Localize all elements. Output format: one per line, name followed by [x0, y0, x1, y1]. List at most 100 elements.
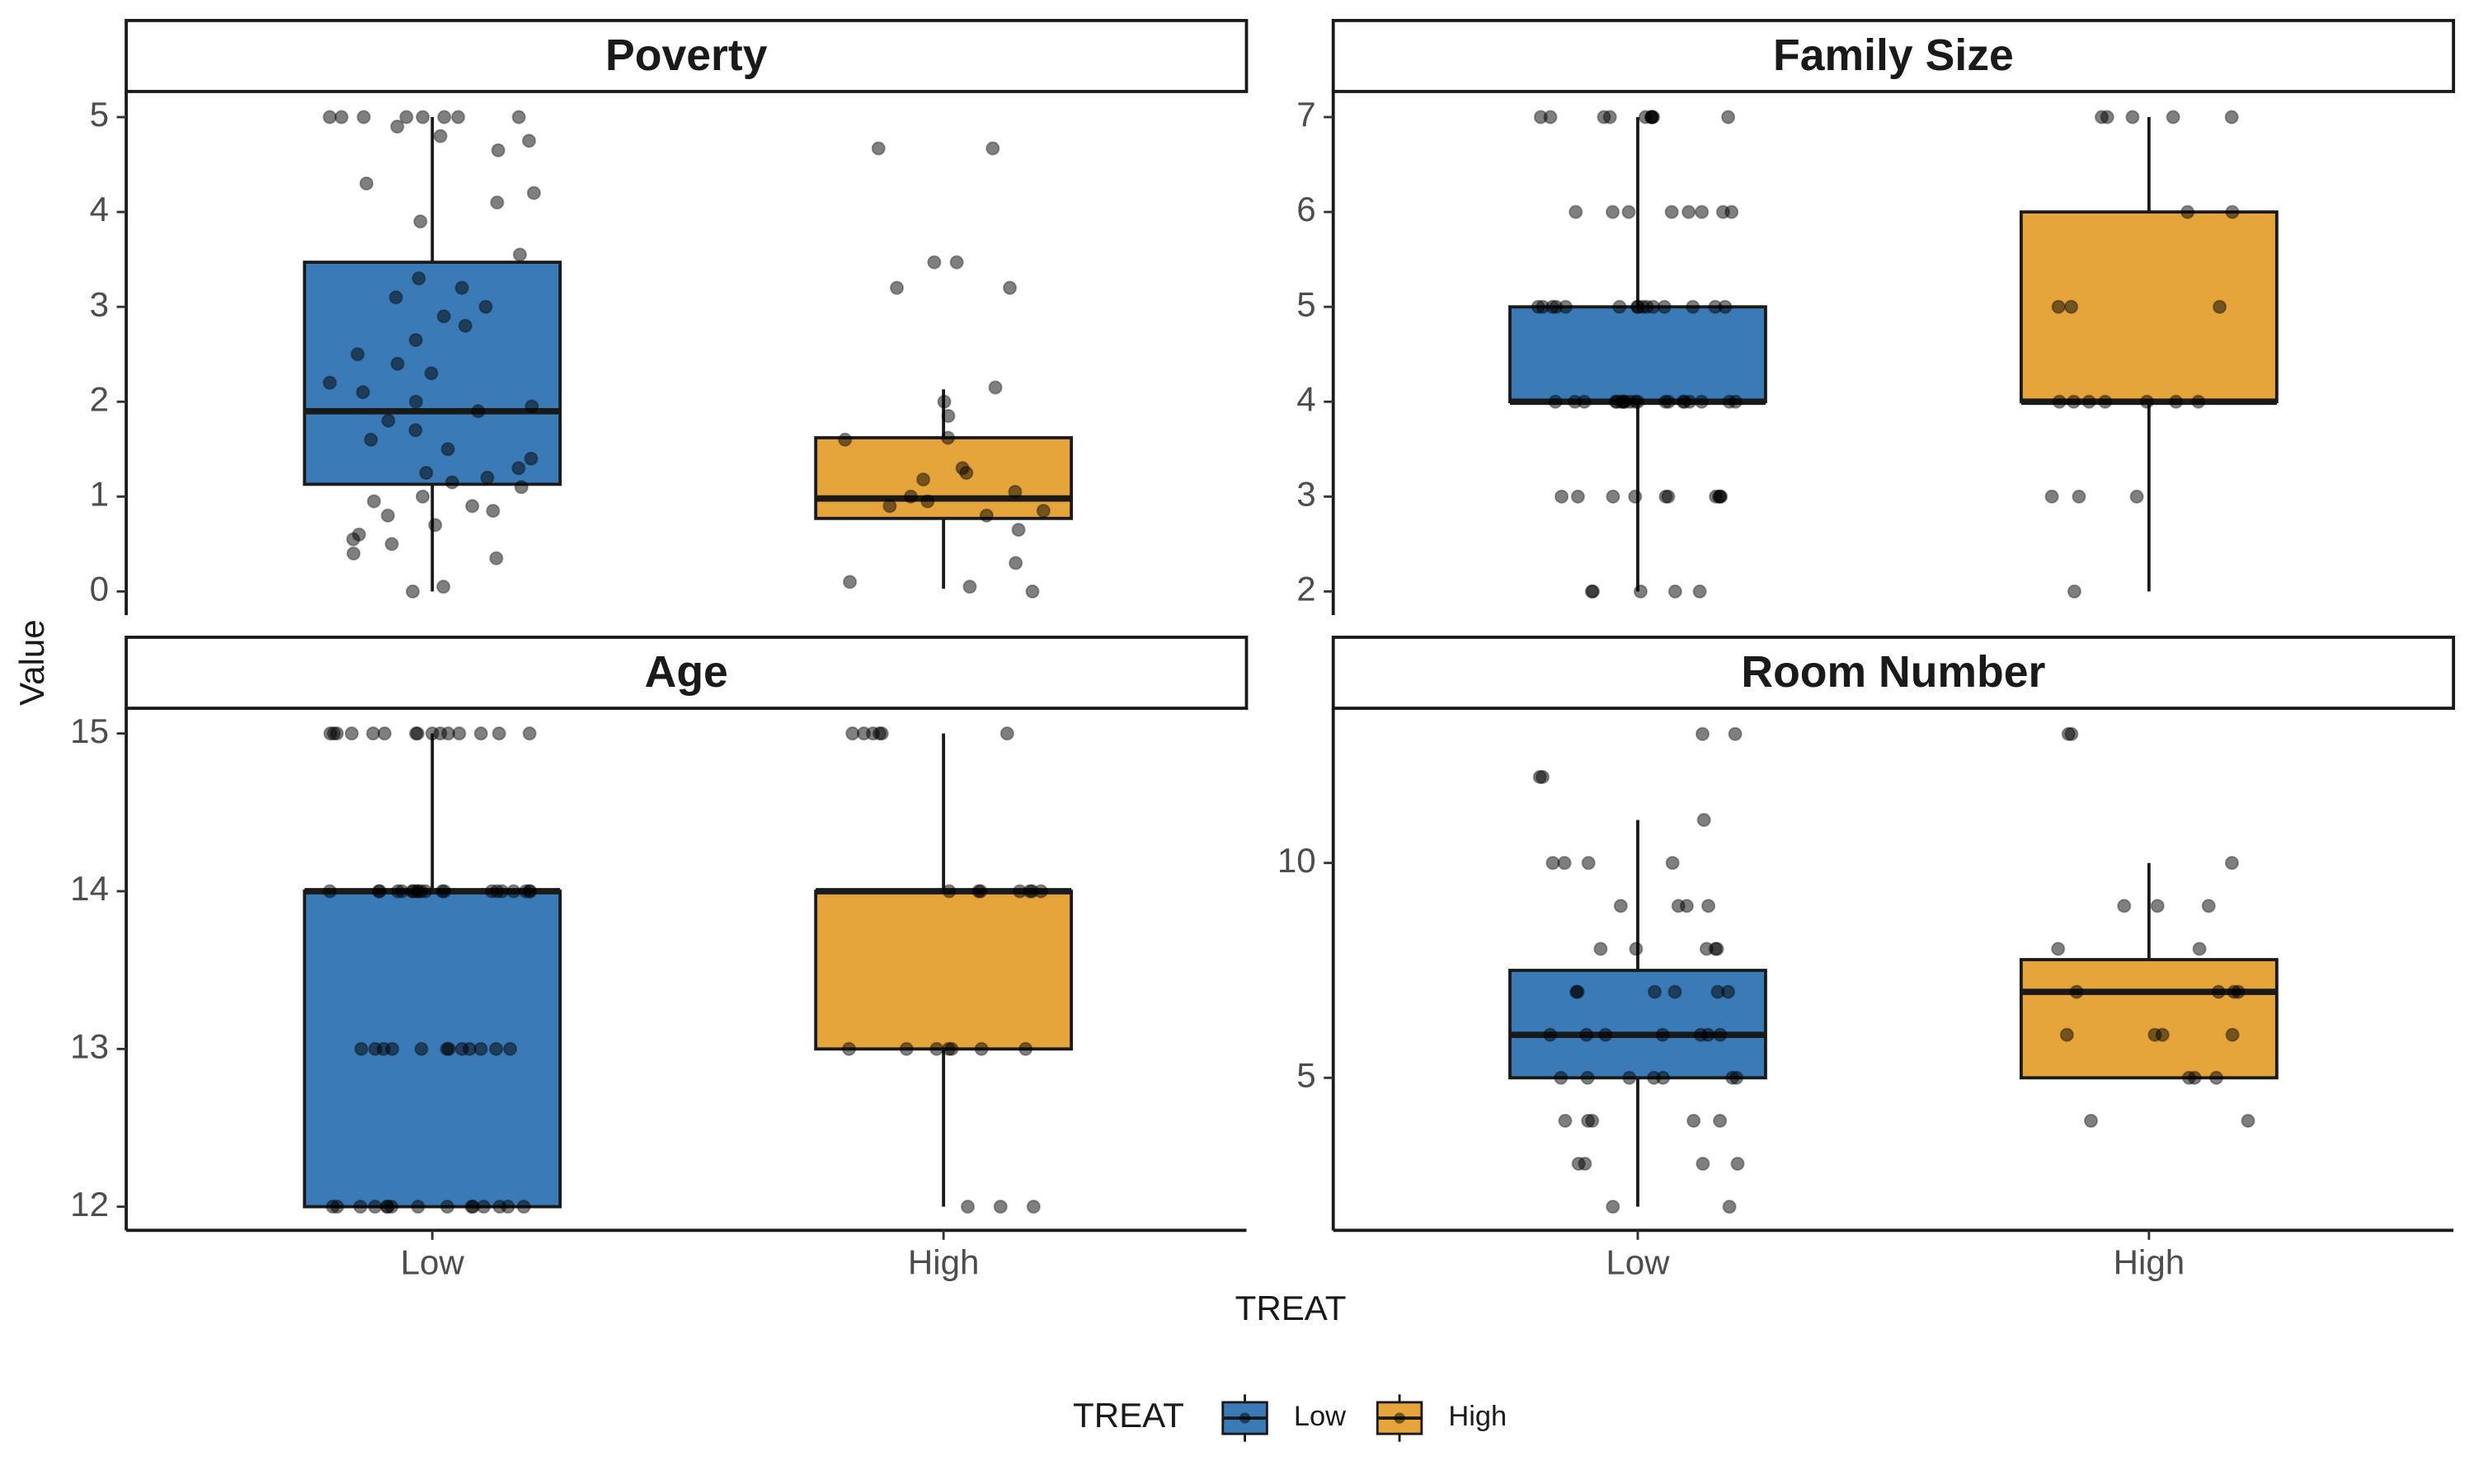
point	[2201, 899, 2216, 913]
point	[437, 884, 452, 899]
x-tick-label: Low	[401, 1243, 465, 1282]
point	[1710, 942, 1724, 956]
point	[2225, 1027, 2240, 1042]
point	[920, 494, 935, 509]
point	[940, 430, 956, 445]
y-tick-label: 1	[90, 474, 109, 513]
point	[1557, 856, 1572, 871]
y-tick-label: 10	[1277, 841, 1316, 880]
point	[381, 413, 396, 428]
point	[322, 110, 337, 124]
point	[974, 1041, 989, 1056]
point	[405, 884, 420, 899]
point	[1009, 556, 1023, 571]
point	[929, 1041, 944, 1056]
strip	[125, 18, 1249, 93]
point	[1577, 394, 1592, 409]
point	[415, 489, 430, 504]
point	[408, 332, 423, 348]
point	[471, 404, 486, 419]
point	[405, 584, 421, 599]
point	[2169, 394, 2184, 409]
point	[1692, 584, 1707, 599]
point	[2129, 489, 2144, 504]
point	[419, 465, 434, 481]
point	[408, 423, 423, 438]
legend-key-point	[1239, 1412, 1251, 1424]
point	[2061, 726, 2076, 741]
point	[488, 1041, 504, 1056]
legend-key-point	[1394, 1412, 1405, 1424]
point	[412, 271, 426, 286]
point	[473, 726, 488, 741]
point	[492, 726, 506, 741]
x-tick-label: High	[2114, 1243, 2185, 1282]
point	[1722, 1200, 1737, 1214]
point	[512, 247, 528, 262]
point	[399, 110, 414, 124]
y-tick-label: 3	[1296, 474, 1315, 513]
y-tick-label: 12	[70, 1185, 109, 1223]
point	[882, 499, 897, 514]
point	[416, 110, 430, 124]
point	[1008, 484, 1023, 500]
y-tick-label: 2	[90, 379, 109, 418]
point	[959, 465, 974, 481]
strip	[125, 636, 1249, 710]
point	[2098, 394, 2113, 409]
point	[2069, 984, 2084, 999]
point	[1713, 1113, 1728, 1129]
point	[1709, 489, 1724, 504]
point	[2211, 984, 2226, 999]
point	[1605, 204, 1620, 219]
point	[1581, 856, 1596, 871]
point	[325, 1200, 341, 1214]
point	[1579, 1027, 1594, 1042]
point	[1612, 299, 1627, 314]
y-tick-label: 15	[70, 711, 109, 750]
point	[979, 508, 994, 523]
point	[1036, 503, 1051, 519]
y-tick-label: 2	[1296, 570, 1315, 608]
point	[524, 451, 539, 466]
point	[2067, 394, 2081, 409]
panel-title: Age	[645, 648, 728, 697]
point	[465, 499, 480, 514]
point	[440, 1200, 455, 1214]
point	[1710, 984, 1725, 999]
panel-title: Room Number	[1741, 648, 2045, 697]
y-tick-label: 4	[1296, 379, 1315, 418]
point	[514, 480, 529, 495]
point	[937, 394, 952, 409]
point	[1713, 1027, 1728, 1042]
point	[1018, 1041, 1033, 1056]
point	[1554, 1070, 1569, 1085]
point	[344, 726, 360, 741]
point	[2100, 110, 2114, 124]
point	[1729, 1070, 1744, 1085]
point	[2166, 110, 2180, 124]
point	[942, 884, 957, 899]
point	[1695, 204, 1710, 219]
point	[428, 518, 443, 533]
point	[1581, 1113, 1596, 1129]
point	[371, 884, 387, 899]
point	[444, 475, 459, 490]
point	[390, 356, 405, 371]
point	[1658, 489, 1673, 504]
point	[993, 1200, 1008, 1214]
point	[2227, 984, 2241, 999]
point	[346, 532, 360, 547]
x-tick-label: Low	[1606, 1243, 1670, 1282]
point	[511, 110, 526, 124]
point	[356, 110, 371, 124]
point	[971, 884, 986, 899]
point	[1708, 299, 1723, 314]
point	[915, 472, 931, 487]
point	[1558, 299, 1573, 314]
point	[1633, 584, 1649, 599]
point	[1606, 1200, 1620, 1214]
point	[433, 129, 448, 143]
point	[2150, 899, 2165, 913]
point	[490, 195, 505, 210]
